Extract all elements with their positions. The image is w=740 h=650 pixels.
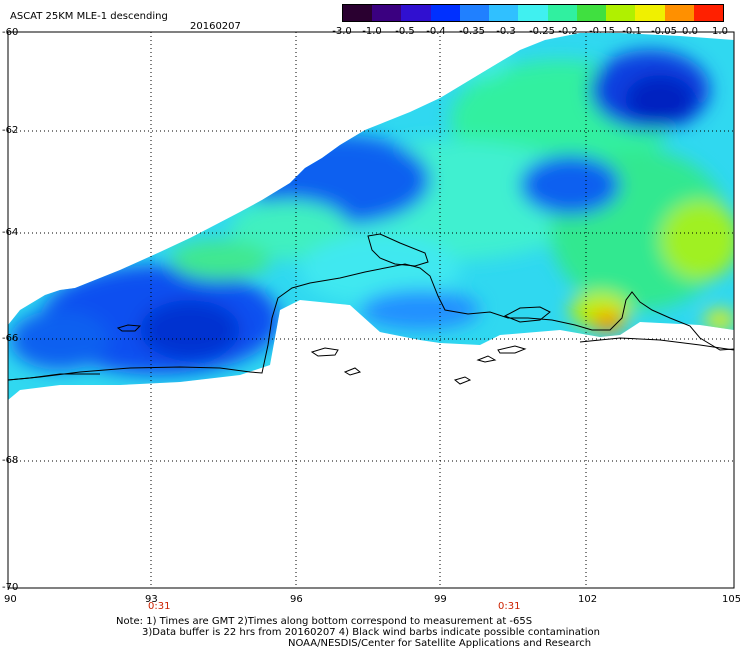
lat-label: -62 — [2, 125, 19, 136]
lon-label: 96 — [290, 594, 303, 605]
lon-label: 99 — [434, 594, 447, 605]
color-scale-segment — [606, 5, 636, 21]
color-scale-segment — [693, 5, 724, 21]
color-scale-segment — [401, 5, 431, 21]
color-scale-segment — [343, 5, 373, 21]
time-label: 0:31 — [498, 601, 521, 612]
color-scale-segment — [430, 5, 460, 21]
lon-label: 90 — [4, 594, 17, 605]
color-scale-segment — [664, 5, 694, 21]
color-scale-segment — [635, 5, 665, 21]
lat-label: -70 — [2, 582, 19, 593]
map-date: 20160207 — [190, 21, 241, 32]
time-label: 0:31 — [148, 601, 171, 612]
lat-label: -68 — [2, 455, 19, 466]
coastline — [7, 233, 735, 385]
lon-label: 93 — [145, 594, 158, 605]
color-scale-bar — [342, 4, 724, 22]
color-scale-segment — [459, 5, 490, 21]
color-scale-segment — [518, 5, 548, 21]
lon-label: 105 — [722, 594, 740, 605]
map-frame — [7, 31, 735, 589]
note-line-2: 3)Data buffer is 22 hrs from 20160207 4)… — [142, 627, 600, 638]
lat-label: -60 — [2, 27, 19, 38]
lat-label: -64 — [2, 227, 19, 238]
lon-label: 102 — [578, 594, 598, 605]
note-line-3: NOAA/NESDIS/Center for Satellite Applica… — [288, 638, 592, 649]
color-scale-segment — [489, 5, 519, 21]
color-scale-segment — [576, 5, 607, 21]
map-title: ASCAT 25KM MLE-1 descending — [10, 11, 168, 22]
note-line-1: Note: 1) Times are GMT 2)Times along bot… — [116, 616, 533, 627]
color-scale-segment — [547, 5, 577, 21]
lat-label: -66 — [2, 333, 19, 344]
color-scale-segment — [372, 5, 402, 21]
